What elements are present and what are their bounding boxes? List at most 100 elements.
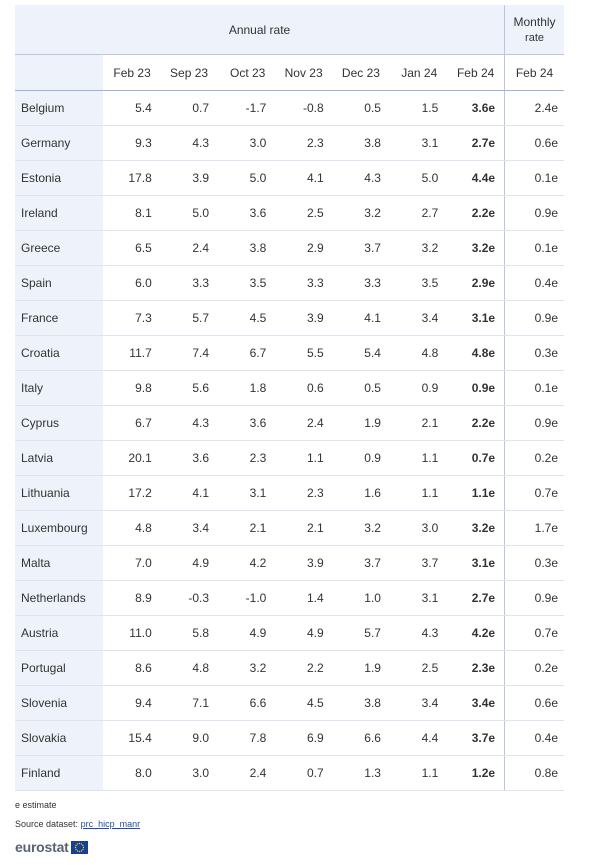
source-line: Source dataset: prc_hicp_manr [15,819,140,829]
annual-rate-cell: 2.5 [389,650,448,686]
annual-rate-cell: 5.5 [275,335,333,371]
country-cell: Austria [15,615,104,651]
month-column-header: Dec 23 [332,54,390,91]
country-cell: Slovenia [15,685,104,721]
annual-rate-cell: 0.5 [332,90,390,126]
eurostat-logo[interactable]: eurostat [15,839,88,855]
annual-rate-cell: 1.5 [389,90,448,126]
annual-rate-cell: 3.1 [218,475,276,511]
annual-rate-cell: 2.5 [275,195,333,231]
annual-rate-cell: 2.1 [218,510,276,546]
monthly-rate-cell: 0.3e [504,335,564,371]
country-cell: Italy [15,370,104,406]
annual-rate-cell: -1.7 [218,90,276,126]
annual-rate-cell: 1.1e [447,475,505,511]
annual-rate-cell: 2.3e [447,650,505,686]
table-row: Ireland 8.1 5.0 3.6 2.5 3.2 2.7 2.2e 0.9e [15,195,564,231]
annual-rate-cell: 4.2 [218,545,276,581]
annual-rate-cell: 1.1 [275,440,333,476]
annual-rate-cell: 3.2e [447,230,505,266]
source-dataset-link[interactable]: prc_hicp_manr [80,819,141,829]
annual-rate-cell: 8.9 [103,580,161,616]
annual-rate-cell: 11.0 [103,615,161,651]
annual-rate-cell: 3.6 [218,195,276,231]
country-cell: Ireland [15,195,104,231]
monthly-rate-cell: 0.4e [504,720,564,756]
annual-rate-cell: 2.7e [447,580,505,616]
annual-rate-cell: 4.1 [275,160,333,196]
annual-rate-cell: 9.8 [103,370,161,406]
annual-rate-cell: 3.7e [447,720,505,756]
monthly-rate-cell: 0.9e [504,300,564,336]
annual-rate-cell: 3.7 [332,230,390,266]
annual-rate-cell: 4.3 [389,615,448,651]
monthly-month-header: Feb 24 [504,54,564,91]
annual-rate-cell: 9.0 [160,720,219,756]
annual-rate-cell: 0.5 [332,370,390,406]
annual-rate-cell: 3.2 [332,195,390,231]
annual-rate-cell: 3.8 [332,125,390,161]
header-group-row: Annual rate Monthly rate [15,5,564,55]
annual-rate-cell: 4.3 [160,405,219,441]
annual-rate-cell: 3.2 [389,230,448,266]
annual-rate-cell: 3.8 [218,230,276,266]
table-row: Cyprus 6.7 4.3 3.6 2.4 1.9 2.1 2.2e 0.9e [15,405,564,441]
monthly-rate-cell: 0.1e [504,370,564,406]
monthly-rate-label: Monthly [513,14,556,29]
annual-rate-cell: 3.8 [332,685,390,721]
annual-rate-cell: 4.3 [332,160,390,196]
table-row: Finland 8.0 3.0 2.4 0.7 1.3 1.1 1.2e 0.8e [15,755,564,791]
table-row: Belgium 5.4 0.7 -1.7 -0.8 0.5 1.5 3.6e 2.4e [15,90,564,126]
country-cell: Germany [15,125,104,161]
annual-rate-cell: 0.9e [447,370,505,406]
annual-rate-cell: 5.0 [160,195,219,231]
country-cell: Lithuania [15,475,104,511]
annual-rate-cell: 6.0 [103,265,161,301]
country-cell: Malta [15,545,104,581]
eurostat-wordmark: eurostat [15,839,69,855]
annual-rate-cell: 5.0 [389,160,448,196]
annual-rate-cell: 3.4e [447,685,505,721]
annual-rate-cell: 3.1 [389,125,448,161]
annual-rate-cell: 8.6 [103,650,161,686]
table-row: Netherlands 8.9 -0.3 -1.0 1.4 1.0 3.1 2.7e 0.9e [15,580,564,616]
table-row: Spain 6.0 3.3 3.5 3.3 3.3 3.5 2.9e 0.4e [15,265,564,301]
annual-rate-cell: 3.3 [275,265,333,301]
country-cell: Belgium [15,90,104,126]
annual-rate-cell: 3.7 [389,545,448,581]
annual-rate-cell: 2.4 [275,405,333,441]
annual-rate-cell: -1.0 [218,580,276,616]
source-label: Source dataset: [15,819,79,829]
annual-rate-cell: 3.2e [447,510,505,546]
month-column-header: Oct 23 [218,54,276,91]
annual-rate-cell: 6.6 [332,720,390,756]
annual-rate-cell: 2.2 [275,650,333,686]
annual-rate-cell: 5.4 [332,335,390,371]
annual-rate-cell: 1.3 [332,755,390,791]
annual-rate-cell: 0.6 [275,370,333,406]
header-month-row: Feb 23 Sep 23 Oct 23 Nov 23 Dec 23 Jan 24 Feb … [15,54,564,91]
annual-rate-cell: 7.3 [103,300,161,336]
annual-rate-cell: 4.8 [103,510,161,546]
monthly-rate-cell: 0.8e [504,755,564,791]
annual-rate-cell: 0.7 [275,755,333,791]
country-cell: Netherlands [15,580,104,616]
country-cell: Croatia [15,335,104,371]
annual-rate-cell: 0.9 [389,370,448,406]
month-column-header: Feb 23 [103,54,161,91]
annual-rate-cell: 3.9 [275,545,333,581]
annual-rate-cell: 20.1 [103,440,161,476]
annual-rate-cell: 1.6 [332,475,390,511]
annual-rate-cell: 2.9e [447,265,505,301]
annual-rate-cell: 7.4 [160,335,219,371]
country-cell: Cyprus [15,405,104,441]
annual-rate-cell: 3.1 [389,580,448,616]
table-row: Slovakia 15.4 9.0 7.8 6.9 6.6 4.4 3.7e 0.4e [15,720,564,756]
annual-rate-cell: 0.9 [332,440,390,476]
annual-rate-cell: 2.4 [218,755,276,791]
country-cell: Luxembourg [15,510,104,546]
annual-rate-cell: 4.9 [218,615,276,651]
monthly-rate-header: Monthly rate [504,5,564,55]
annual-rate-cell: 4.1 [160,475,219,511]
annual-rate-cell: 3.1e [447,300,505,336]
